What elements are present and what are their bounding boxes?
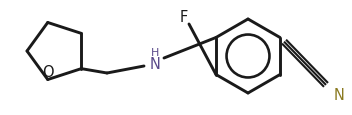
Text: H: H (151, 48, 159, 58)
Text: N: N (334, 88, 345, 103)
Text: O: O (42, 65, 54, 79)
Text: F: F (180, 10, 188, 25)
Text: N: N (150, 57, 161, 72)
